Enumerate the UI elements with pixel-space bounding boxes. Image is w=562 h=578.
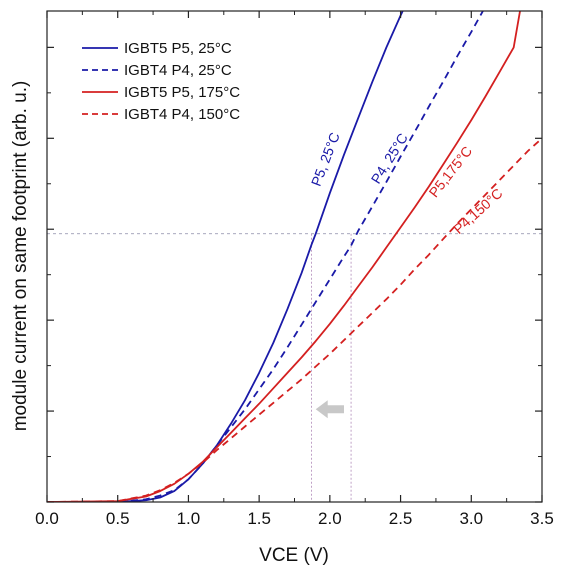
- x-tick-label-1: 0.5: [106, 509, 130, 528]
- series-line-3: [47, 137, 542, 502]
- arrow-shaft: [325, 405, 344, 414]
- legend: IGBT5 P5, 25°C IGBT4 P4, 25°C IGBT5 P5, 17…: [82, 40, 240, 123]
- legend-label-2: IGBT5 P5, 175°C: [124, 84, 240, 101]
- legend-label-0: IGBT5 P5, 25°C: [124, 40, 232, 57]
- annotation-label-0: P5, 25°C: [308, 130, 343, 188]
- plot-frame: [46, 10, 543, 503]
- series-line-1: [47, 11, 484, 502]
- x-tick-label-2: 1.0: [177, 509, 201, 528]
- reference-lines: [47, 233, 542, 502]
- x-tick-label-0: 0.0: [35, 509, 59, 528]
- x-tick-label-6: 3.0: [459, 509, 483, 528]
- x-tick-label-5: 2.5: [389, 509, 413, 528]
- legend-label-1: IGBT4 P4, 25°C: [124, 62, 232, 79]
- y-axis-label: module current on same footprint (arb. u…: [10, 81, 31, 432]
- x-tick-label-3: 1.5: [247, 509, 271, 528]
- annotation-label-3: P4,150°C: [450, 185, 505, 237]
- legend-label-3: IGBT4 P4, 150°C: [124, 106, 240, 123]
- x-axis-label: VCE (V): [259, 545, 329, 566]
- x-tick-label-4: 2.0: [318, 509, 342, 528]
- axis-ticks: 0.0 0.5 1.0 1.5 2.0 2.5 3.0 3.5: [35, 11, 554, 528]
- series-line-2: [47, 11, 521, 502]
- x-tick-label-7: 3.5: [530, 509, 554, 528]
- arrow-head: [315, 400, 328, 419]
- series-line-0: [47, 11, 404, 502]
- shift-arrow: [315, 400, 344, 419]
- annotation-label-2: P5,175°C: [426, 143, 476, 200]
- series-lines: [47, 11, 542, 502]
